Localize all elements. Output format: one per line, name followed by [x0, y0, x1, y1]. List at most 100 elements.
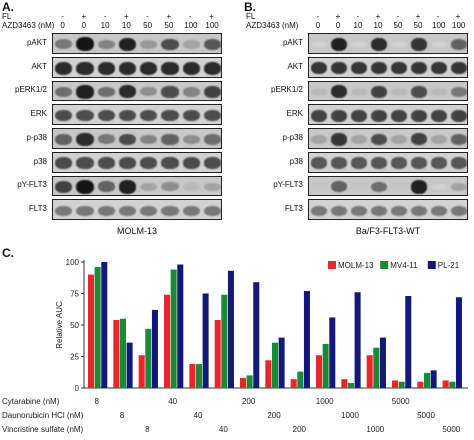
bar — [227, 270, 234, 388]
blot-band — [431, 135, 447, 144]
fl-sign: + — [375, 12, 381, 21]
azd-dose: 10 — [121, 21, 131, 30]
blot-band — [371, 85, 387, 98]
blot-row-label: FLT3 — [284, 204, 303, 214]
blot-band — [161, 109, 179, 122]
blot-band — [311, 41, 327, 48]
legend-swatch — [380, 261, 389, 269]
bar — [202, 293, 209, 388]
panel-a-azd-label: AZD3463 (nM) — [2, 21, 55, 30]
blot-band — [451, 205, 467, 216]
blot-band — [97, 181, 115, 193]
fl-sign: - — [396, 12, 400, 21]
blot-row-label: p38 — [289, 156, 303, 166]
blot-band — [311, 135, 327, 144]
blot-band — [140, 182, 158, 192]
blot-row-label: FLT3 — [28, 204, 47, 214]
y-tick-label: 50 — [70, 321, 79, 330]
blot-band — [411, 109, 427, 122]
blot-band — [55, 109, 73, 122]
bar — [265, 360, 272, 388]
blot-band — [451, 61, 467, 75]
blot-band — [118, 133, 136, 146]
blot-band — [331, 205, 347, 216]
azd-dose: 0 — [335, 21, 341, 30]
x-group-label: 200 — [242, 397, 256, 406]
blot-band — [140, 109, 158, 122]
bar — [455, 297, 462, 388]
bar — [392, 380, 399, 388]
blot-band — [331, 157, 347, 169]
blot-band — [371, 157, 387, 169]
fl-sign: - — [146, 12, 149, 21]
blot-band — [55, 180, 73, 193]
bar — [177, 264, 184, 388]
bar — [430, 370, 437, 388]
azd-dose: 50 — [393, 21, 403, 30]
blot-band — [203, 182, 221, 192]
blot-band — [97, 39, 115, 50]
y-axis-title: Relative AUC — [55, 301, 64, 349]
bar — [164, 294, 171, 388]
x-group-label: 8 — [94, 397, 99, 406]
bar — [341, 379, 348, 388]
blot-band — [118, 61, 136, 75]
bar — [271, 342, 278, 388]
blot-band — [451, 38, 467, 50]
panel-a-letter: A. — [2, 0, 14, 14]
x-group-label: 1000 — [341, 411, 359, 420]
blot-band — [55, 86, 73, 98]
blot-band — [55, 157, 73, 169]
bar — [423, 372, 430, 388]
azd-dose: 100 — [184, 21, 198, 30]
bar — [151, 309, 158, 388]
blot-band — [182, 205, 200, 216]
blot-band — [55, 133, 73, 145]
panel-a-blots — [52, 32, 222, 222]
x-group-label: 200 — [267, 411, 281, 420]
blot-band — [371, 181, 387, 193]
blot-band — [76, 85, 94, 99]
blot-band — [203, 157, 221, 169]
bar — [449, 381, 456, 388]
blot-band — [391, 109, 407, 122]
bar — [322, 343, 329, 388]
blot-band — [118, 85, 136, 99]
blot-strip — [308, 104, 468, 125]
blot-band — [182, 61, 200, 75]
blot-band — [371, 109, 387, 122]
bar — [221, 294, 228, 388]
fl-sign: + — [81, 12, 87, 21]
blot-band — [351, 135, 367, 144]
blot-band — [391, 135, 407, 144]
y-tick-label: 100 — [66, 258, 80, 267]
blot-band — [182, 109, 200, 122]
blot-band — [118, 37, 136, 52]
blot-strip — [52, 80, 222, 102]
azd-dose: 50 — [164, 21, 174, 30]
x-row-label: Cytarabine (nM) — [2, 397, 60, 406]
bar — [246, 375, 253, 388]
blot-band — [118, 109, 136, 122]
bar — [101, 262, 108, 388]
panel-b-caption: Ba/F3-FLT3-WT — [355, 226, 421, 236]
blot-band — [161, 205, 179, 216]
blot-band — [182, 134, 200, 144]
bar — [119, 318, 126, 388]
x-group-label: 8 — [145, 425, 150, 434]
y-tick-label: 0 — [75, 384, 80, 393]
blot-band — [311, 183, 327, 191]
blot-band — [161, 38, 179, 51]
bar — [290, 379, 297, 388]
blot-row-label: p-p38 — [282, 132, 303, 142]
azd-dose: 100 — [432, 21, 446, 30]
fl-sign: + — [415, 12, 421, 21]
bar — [373, 347, 380, 388]
blot-band — [331, 109, 347, 122]
blot-row-label: ERK — [30, 109, 47, 119]
panel-b-blots — [308, 32, 468, 222]
panel-b-fl-label: FL — [246, 12, 256, 21]
panel-b-letter: B. — [244, 0, 256, 14]
blot-band — [76, 205, 94, 216]
bar — [214, 319, 221, 388]
